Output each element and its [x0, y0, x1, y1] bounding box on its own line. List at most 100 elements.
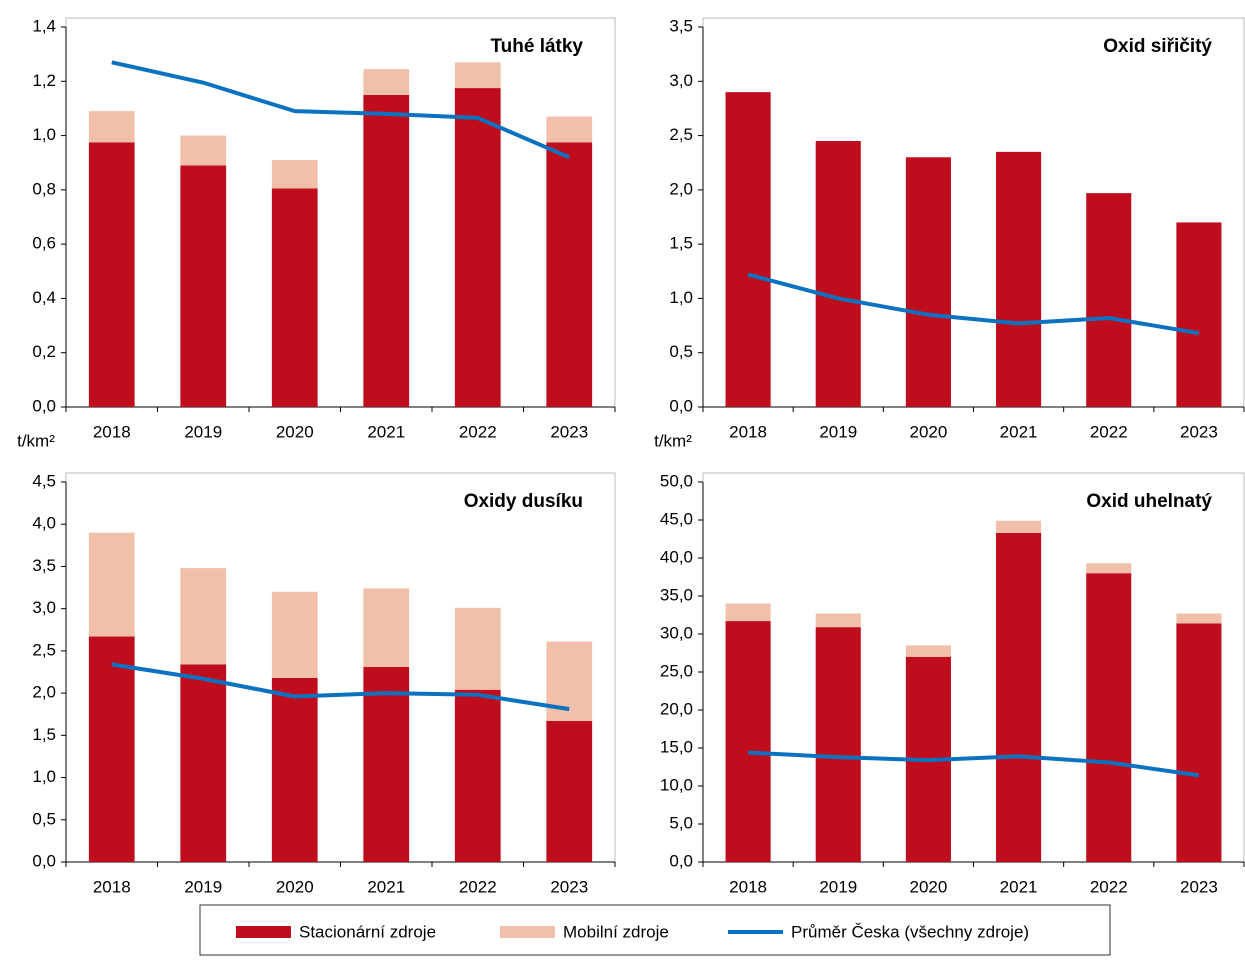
y-tick-label: 0,6 — [32, 234, 56, 253]
bar-segment — [905, 157, 951, 407]
average-line — [747, 272, 1200, 336]
y-tick-label: 1,0 — [32, 767, 56, 786]
x-tick-label: 2018 — [729, 422, 767, 441]
y-tick-label: 0,8 — [32, 179, 56, 198]
x-tick-label: 2019 — [184, 422, 222, 441]
chart-title: Tuhé látky — [490, 36, 583, 57]
y-tick-label: 1,0 — [669, 288, 693, 307]
chart-title: Oxidy dusíku — [464, 491, 583, 512]
bar-segment — [1176, 623, 1222, 862]
bar-segment — [271, 160, 318, 189]
x-tick-label: 2021 — [367, 877, 405, 896]
plot-frame — [65, 472, 616, 863]
y-tick-label: 0,0 — [669, 851, 693, 870]
bar-segment — [180, 568, 227, 665]
average-line — [111, 662, 570, 712]
y-tick-label: 35,0 — [660, 585, 693, 604]
bar-segment — [996, 151, 1042, 407]
bar-segment — [454, 62, 501, 89]
x-tick-label: 2019 — [184, 877, 222, 896]
bar-segment — [88, 142, 135, 407]
y-tick-label: 3,5 — [32, 556, 56, 575]
y-tick-label: 3,0 — [32, 598, 56, 617]
bar-segment — [1176, 613, 1222, 624]
x-tick-label: 2020 — [276, 877, 314, 896]
y-tick-label: 2,0 — [32, 683, 56, 702]
y-tick-label: 2,5 — [669, 125, 693, 144]
x-tick-label: 2023 — [1180, 877, 1218, 896]
bar-segment — [271, 591, 318, 678]
y-tick-label: 1,5 — [32, 725, 56, 744]
legend-label: Mobilní zdroje — [563, 922, 669, 941]
y-tick-label: 50,0 — [660, 471, 693, 490]
bar-segment — [271, 188, 318, 407]
x-tick-label: 2021 — [1000, 877, 1038, 896]
x-tick-label: 2019 — [819, 877, 857, 896]
bar-segment — [546, 720, 593, 862]
x-tick-label: 2018 — [93, 877, 131, 896]
x-tick-label: 2023 — [1180, 422, 1218, 441]
bar-segment — [363, 94, 410, 407]
y-tick-label: 1,2 — [32, 71, 56, 90]
bar-segment — [996, 520, 1042, 533]
x-tick-label: 2022 — [1090, 877, 1128, 896]
y-tick-label: 0,5 — [32, 809, 56, 828]
chart-title: Oxid uhelnatý — [1086, 491, 1212, 512]
plot-frame — [702, 472, 1245, 863]
bar-segment — [1176, 222, 1222, 407]
average-line — [747, 750, 1200, 778]
bar-segment — [180, 664, 227, 862]
y-tick-label: 1,4 — [32, 16, 56, 35]
y-tick-label: 2,0 — [669, 179, 693, 198]
bar-segment — [725, 92, 771, 408]
bar-segment — [1086, 573, 1132, 862]
x-tick-label: 2020 — [910, 877, 948, 896]
bar-segment — [815, 613, 861, 628]
bar-segment — [1086, 563, 1132, 574]
bar-segment — [363, 588, 410, 667]
y-tick-label: 0,2 — [32, 342, 56, 361]
average-line — [111, 60, 571, 160]
x-tick-label: 2018 — [93, 422, 131, 441]
x-tick-label: 2021 — [367, 422, 405, 441]
bar-segment — [454, 88, 501, 408]
bar-segment — [88, 532, 135, 637]
y-tick-label: 1,5 — [669, 234, 693, 253]
bar-segment — [1086, 193, 1132, 407]
y-tick-label: 10,0 — [660, 775, 693, 794]
bar-segment — [88, 111, 135, 143]
y-tick-label: 0,4 — [32, 288, 56, 307]
y-tick-label: 0,0 — [32, 851, 56, 870]
x-tick-label: 2021 — [1000, 422, 1038, 441]
x-tick-label: 2023 — [550, 877, 588, 896]
legend-swatch — [500, 926, 555, 938]
legend-label: Stacionární zdroje — [299, 922, 436, 941]
y-tick-label: 0,0 — [669, 396, 693, 415]
legend-swatch — [236, 926, 291, 938]
legend-box — [199, 904, 1111, 956]
x-tick-label: 2022 — [1090, 422, 1128, 441]
bar-segment — [363, 666, 410, 862]
bar-segment — [725, 603, 771, 622]
y-tick-label: 2,5 — [32, 640, 56, 659]
plot-frame — [65, 17, 616, 408]
bar-segment — [271, 677, 318, 862]
y-axis-label: t/km² — [17, 431, 55, 450]
bar-segment — [725, 621, 771, 862]
y-tick-label: 40,0 — [660, 547, 693, 566]
y-tick-label: 5,0 — [669, 813, 693, 832]
bar-segment — [363, 69, 410, 95]
bar-segment — [88, 636, 135, 862]
y-tick-label: 3,0 — [669, 71, 693, 90]
x-tick-label: 2019 — [819, 422, 857, 441]
y-axis-label: t/km² — [654, 431, 692, 450]
legend-label: Průměr Česka (všechny zdroje) — [791, 922, 1029, 941]
y-tick-label: 45,0 — [660, 509, 693, 528]
plot-frame — [702, 17, 1245, 408]
bar-segment — [180, 135, 227, 166]
y-tick-label: 25,0 — [660, 661, 693, 680]
x-tick-label: 2022 — [459, 877, 497, 896]
y-tick-label: 20,0 — [660, 699, 693, 718]
bar-segment — [546, 116, 593, 143]
